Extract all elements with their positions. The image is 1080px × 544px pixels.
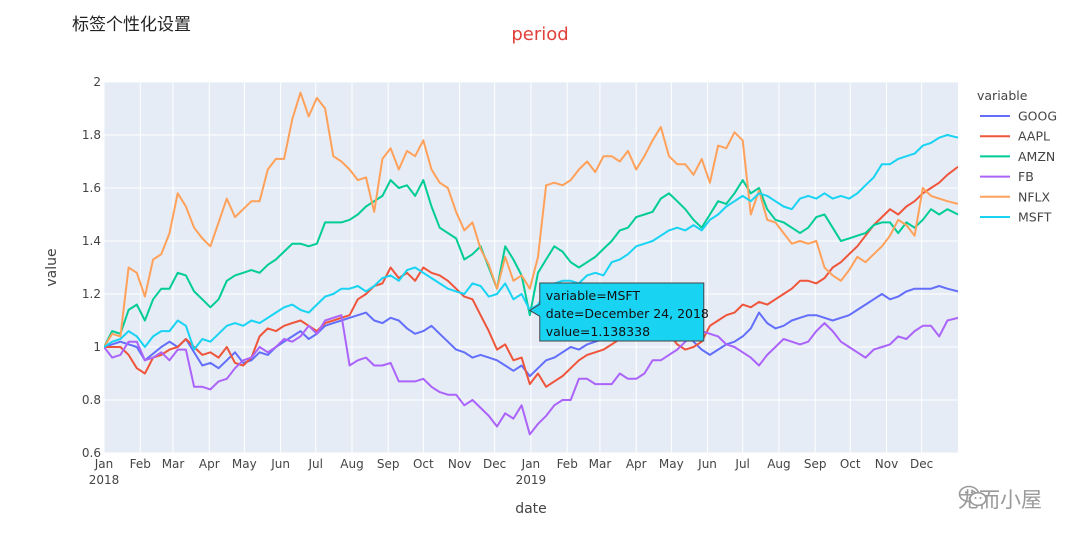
legend-label-nflx[interactable]: NFLX xyxy=(1018,189,1051,204)
x-tick-label: Sep xyxy=(377,457,400,471)
legend-label-goog[interactable]: GOOG xyxy=(1018,109,1057,124)
x-tick-label: Mar xyxy=(162,457,185,471)
tooltip-line: value=1.138338 xyxy=(546,324,650,339)
tooltip-line: variable=MSFT xyxy=(546,288,641,303)
watermark: 尤而小屋 xyxy=(958,484,1042,514)
hover-tooltip: variable=MSFT date=December 24, 2018 value… xyxy=(528,282,709,342)
y-tick-label: 2 xyxy=(93,75,101,89)
x-tick-label: Jan xyxy=(521,457,541,471)
x-tick-label: Jun xyxy=(270,457,290,471)
y-tick-label: 0.8 xyxy=(82,393,101,407)
x-tick-label: Oct xyxy=(413,457,434,471)
tooltip-box xyxy=(528,282,705,342)
x-tick-label: May xyxy=(659,457,684,471)
x-tick-label: Apr xyxy=(199,457,220,471)
legend-label-aapl[interactable]: AAPL xyxy=(1018,129,1050,144)
x-tick-label: Jul xyxy=(307,457,322,471)
x-tick-label: Dec xyxy=(483,457,506,471)
legend-label-amzn[interactable]: AMZN xyxy=(1018,149,1055,164)
x-tick-label: Mar xyxy=(589,457,612,471)
x-tick-label: Aug xyxy=(340,457,363,471)
x-tick-year-label: 2019 xyxy=(516,473,547,487)
x-tick-label: Nov xyxy=(448,457,471,471)
legend: variable GOOG AAPL AMZN FB NFLX MSFT xyxy=(977,88,1057,225)
y-tick-label: 1 xyxy=(93,340,101,354)
y-tick-label: 0.6 xyxy=(82,446,101,460)
tooltip-line: date=December 24, 2018 xyxy=(546,306,709,321)
x-tick-label: Dec xyxy=(910,457,933,471)
legend-label-fb[interactable]: FB xyxy=(1018,169,1034,184)
series-line-nflx[interactable] xyxy=(104,91,958,348)
y-tick-label: 1.6 xyxy=(82,181,101,195)
series-line-fb[interactable] xyxy=(104,314,958,436)
legend-title: variable xyxy=(977,88,1028,103)
series-line-amzn[interactable] xyxy=(104,179,958,348)
x-axis-title: date xyxy=(515,501,547,517)
x-tick-label: Jul xyxy=(734,457,749,471)
x-tick-label: Aug xyxy=(767,457,790,471)
x-axis-ticks: Jan 2018 Feb Mar Apr May Jun Jul Aug Sep Oct Nov Dec… xyxy=(89,457,934,487)
y-tick-label: 1.8 xyxy=(82,128,101,142)
x-tick-label: Feb xyxy=(130,457,151,471)
x-tick-year-label: 2018 xyxy=(89,473,120,487)
y-axis-ticks: 0.6 0.8 1 1.2 1.4 1.6 1.8 2 xyxy=(82,75,101,460)
legend-label-msft[interactable]: MSFT xyxy=(1018,210,1052,225)
chart-title: period xyxy=(511,24,569,45)
x-tick-label: Apr xyxy=(626,457,647,471)
y-axis-title: value xyxy=(44,248,60,286)
x-tick-label: Feb xyxy=(557,457,578,471)
y-tick-label: 1.2 xyxy=(82,287,101,301)
x-tick-label: Sep xyxy=(804,457,827,471)
x-tick-label: May xyxy=(232,457,257,471)
x-tick-label: Jun xyxy=(697,457,717,471)
series-lines xyxy=(104,91,958,436)
x-tick-label: Nov xyxy=(875,457,898,471)
x-tick-label: Jan xyxy=(94,457,114,471)
page-heading: 标签个性化设置 xyxy=(72,15,191,35)
x-tick-label: Oct xyxy=(840,457,861,471)
series-line-aapl[interactable] xyxy=(104,166,958,388)
y-tick-label: 1.4 xyxy=(82,234,101,248)
wechat-icon xyxy=(958,485,987,507)
